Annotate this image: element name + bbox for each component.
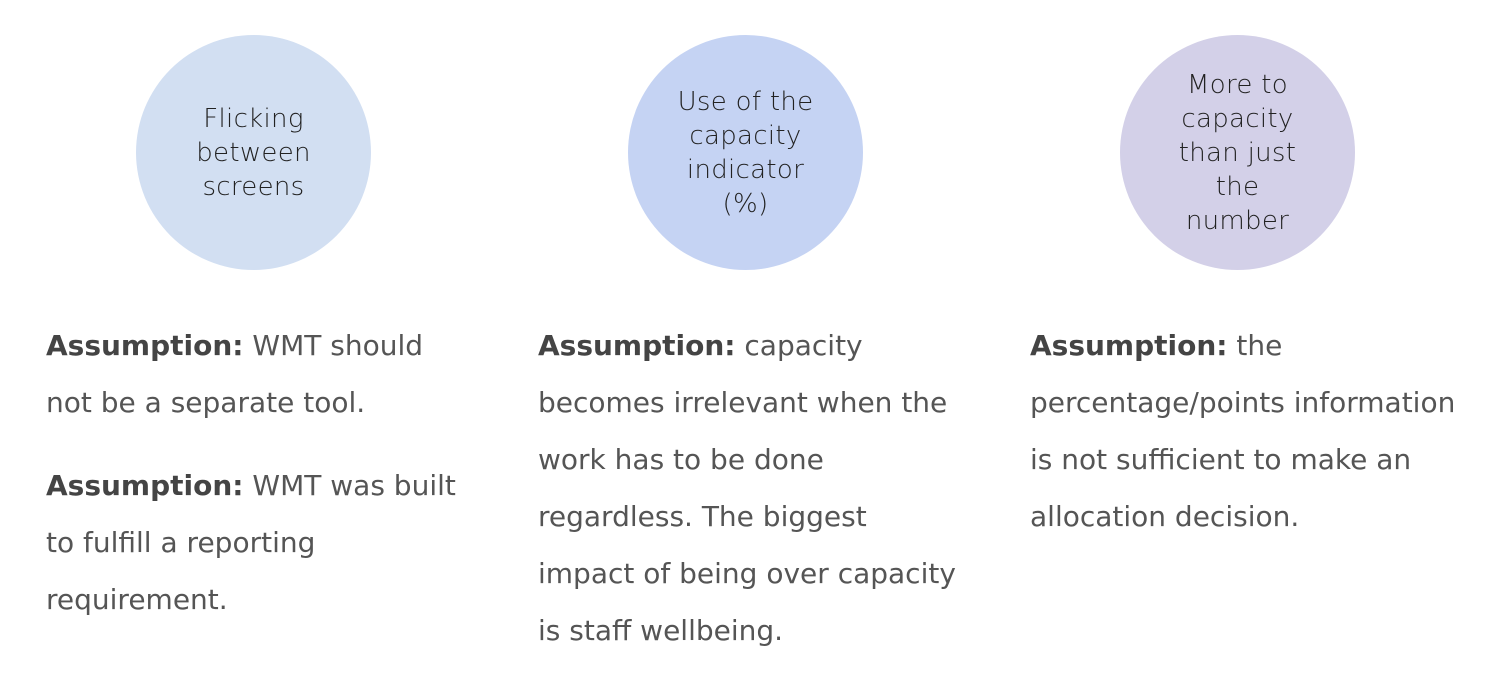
theme-circle-label: Use of the capacity indicator (%) xyxy=(677,86,814,219)
assumption-list: Assumption: capacity becomes irrelevant … xyxy=(538,317,968,685)
theme-circle: Flicking between screens xyxy=(136,35,371,270)
assumption-text: WMT should not be a separate tool. xyxy=(46,329,424,419)
assumption-lead: Assumption: xyxy=(538,329,736,362)
assumption-lead: Assumption: xyxy=(1030,329,1228,362)
theme-circle: Use of the capacity indicator (%) xyxy=(628,35,863,270)
assumption-item: Assumption: capacity becomes irrelevant … xyxy=(538,317,968,659)
assumption-item: Assumption: WMT was built to fulfill a r… xyxy=(46,457,476,628)
assumption-item: Assumption: WMT should not be a separate… xyxy=(46,317,476,431)
assumption-text: the percentage/points information is not… xyxy=(1030,329,1456,533)
assumption-lead: Assumption: xyxy=(46,469,244,502)
assumption-text: WMT was built to fulfill a reporting req… xyxy=(46,469,456,616)
theme-circle-label: Flicking between screens xyxy=(196,103,311,202)
theme-circle: More to capacity than just the number xyxy=(1120,35,1355,270)
theme-circle-label: More to capacity than just the number xyxy=(1178,69,1297,236)
assumption-list: Assumption: WMT should not be a separate… xyxy=(46,317,476,654)
assumption-list: Assumption: the percentage/points inform… xyxy=(1030,317,1460,571)
assumption-item: Assumption: the percentage/points inform… xyxy=(1030,317,1460,545)
assumption-lead: Assumption: xyxy=(46,329,244,362)
assumption-text: capacity becomes irrelevant when the wor… xyxy=(538,329,956,647)
